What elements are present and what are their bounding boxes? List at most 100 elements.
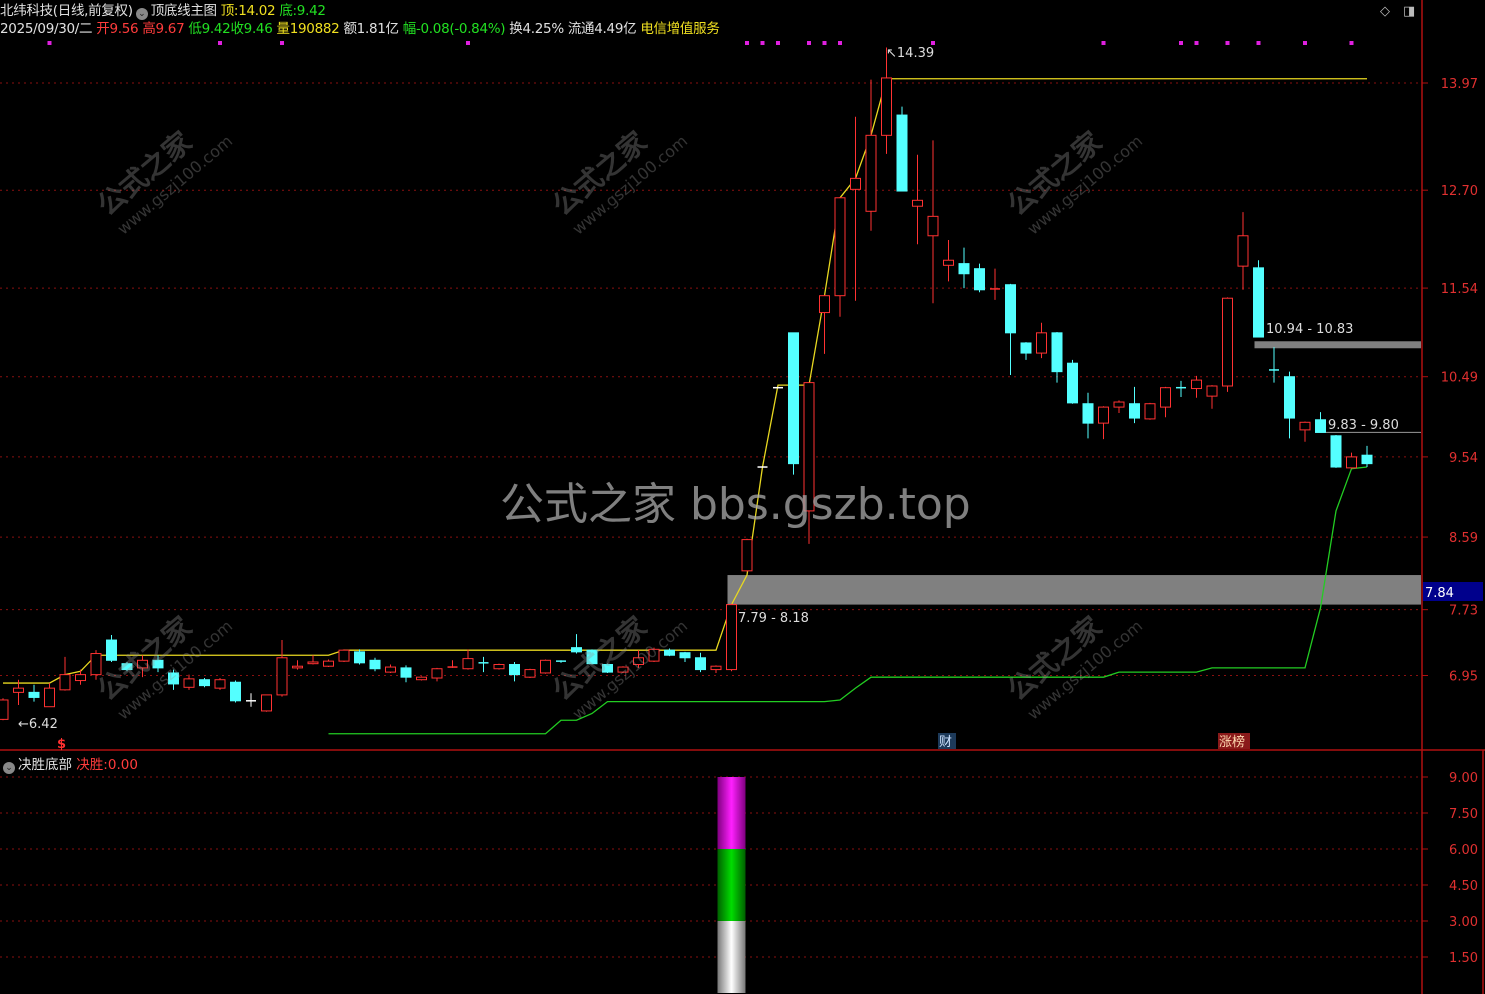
candle-body — [509, 664, 520, 676]
low-value: 9.42 — [201, 21, 231, 37]
candle-body — [214, 679, 226, 689]
high-price-label: ↖14.39 — [886, 46, 934, 61]
sub-series-value: 0.00 — [107, 757, 138, 773]
candle-body — [540, 659, 551, 674]
sector-label[interactable]: 电信增值服务 — [640, 21, 720, 37]
axis-tick-label: 13.97 — [1441, 77, 1478, 92]
finance-badge[interactable]: 财 — [939, 735, 952, 750]
close-value: 9.46 — [243, 21, 273, 37]
axis-tick-label: 10.49 — [1441, 371, 1478, 386]
current-price-box — [1423, 582, 1483, 601]
axis-tick-label: 9.54 — [1449, 451, 1478, 466]
top-line — [3, 78, 1367, 684]
sub-axis-tick-label: 4.50 — [1449, 879, 1478, 894]
sub-series-label: 决胜: — [76, 757, 108, 773]
indicator-name[interactable]: 顶底线主图 — [150, 3, 217, 19]
volume-label: 量 — [276, 21, 291, 37]
low-label: 低 — [188, 21, 202, 37]
candle-body — [1346, 456, 1357, 469]
candle-body — [1113, 401, 1125, 408]
amount-value: 1.81亿 — [356, 21, 399, 37]
diamond-icon[interactable]: ◇ — [1380, 4, 1390, 19]
candle-body — [974, 268, 985, 291]
candle-body — [400, 667, 412, 678]
bottom-label: 底: — [279, 3, 297, 19]
float-label: 流通 — [567, 21, 595, 37]
candle-body — [354, 651, 365, 664]
bottom-line — [328, 466, 1368, 735]
chevron-down-icon[interactable]: ⌄ — [135, 8, 148, 20]
candle-body — [90, 653, 102, 676]
candle-body — [0, 699, 9, 720]
candle-body — [1098, 406, 1109, 424]
candle-body — [462, 658, 474, 670]
signal-dot — [1225, 41, 1230, 45]
candle-body — [679, 652, 691, 659]
signal-dot — [218, 41, 222, 45]
candle-body — [323, 660, 334, 667]
zone1-label: 7.79 - 8.18 — [738, 611, 809, 626]
price-zones — [727, 341, 1421, 605]
signal-dots — [47, 41, 1354, 45]
sub-bars — [717, 777, 746, 993]
candle-body — [385, 666, 396, 673]
axis-tick-label: 12.70 — [1441, 184, 1478, 199]
candle-body — [431, 668, 443, 679]
candle-body — [695, 657, 706, 671]
high-value: 9.67 — [155, 21, 185, 37]
candle-body — [261, 694, 272, 712]
candle-body — [633, 657, 644, 666]
candle-body — [1036, 332, 1047, 354]
candle-body — [59, 674, 71, 691]
open-value: 9.56 — [109, 21, 139, 37]
candle-body — [1299, 421, 1311, 431]
signal-dot — [1303, 41, 1307, 45]
candle-body — [1082, 403, 1094, 424]
candle-body — [788, 332, 799, 465]
candle-body — [1237, 235, 1249, 267]
candle-body — [230, 681, 241, 702]
candle-body — [834, 197, 846, 297]
signal-dot — [47, 41, 52, 45]
candle-body — [1206, 385, 1218, 397]
turnover-value: 4.25% — [522, 21, 564, 37]
sub-axis-tick-label: 3.00 — [1449, 915, 1478, 930]
signal-dot — [1256, 41, 1261, 45]
chevron-down-icon[interactable]: ⌄ — [3, 762, 15, 774]
axis-tick-label: 6.95 — [1449, 669, 1478, 684]
candle-body — [1005, 284, 1016, 334]
top-value: 14.02 — [238, 3, 276, 19]
candle-body — [571, 647, 582, 653]
candle-body — [199, 679, 210, 687]
candle-body — [1051, 332, 1063, 373]
window-toggle-icon[interactable]: ◨ — [1403, 4, 1416, 19]
sub-indicator-name[interactable]: 决胜底部 — [18, 757, 72, 773]
candle-body — [276, 657, 288, 696]
header-line-1: 北纬科技(日线,前复权) ⌄ 顶底线主图 顶:14.02 底:9.42 — [0, 3, 326, 20]
candle-body — [1315, 419, 1326, 433]
sub-axis-tick-label: 7.50 — [1449, 807, 1478, 822]
high-label: 高 — [142, 21, 156, 37]
volume-value: 190882 — [289, 21, 340, 37]
signal-dot — [1194, 41, 1199, 45]
candle-body — [13, 687, 24, 693]
candle-body — [1144, 403, 1156, 420]
candle-body — [819, 295, 830, 314]
rank-badge-bg — [1218, 733, 1250, 749]
candle-body — [307, 661, 319, 665]
candle-body — [183, 678, 195, 688]
zone3-label: 9.83 - 9.80 — [1328, 418, 1399, 433]
change-label: 幅 — [402, 21, 417, 37]
candle-body — [1330, 435, 1342, 468]
date: 2025/09/30/二 — [0, 21, 93, 37]
close-label: 收 — [230, 21, 244, 37]
stock-name[interactable]: 北纬科技(日线,前复权) — [0, 3, 133, 19]
candle-body — [865, 134, 877, 212]
candle-body — [896, 114, 908, 192]
candle-body — [881, 77, 892, 136]
signal-dot — [760, 41, 765, 45]
bottom-value: 9.42 — [296, 3, 326, 19]
rank-badge[interactable]: 涨榜 — [1219, 734, 1245, 750]
signal-dot — [1179, 41, 1183, 45]
